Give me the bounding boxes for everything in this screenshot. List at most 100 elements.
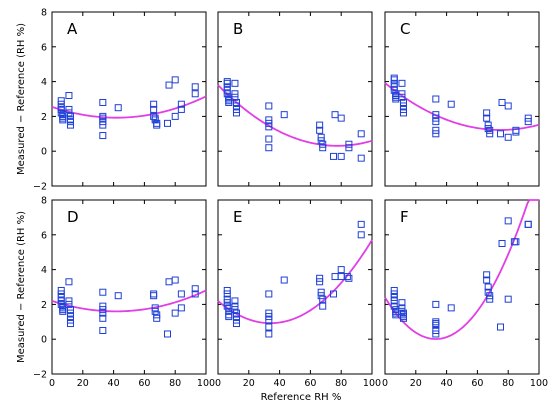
y-tick-label: 0 (41, 147, 47, 158)
y-axis-title: Measured − Reference (RH %) (16, 23, 27, 175)
panel-label-B: B (233, 20, 243, 38)
data-point (223, 302, 231, 310)
data-point (171, 76, 179, 84)
x-tick-label: 60 (471, 378, 483, 389)
x-tick-label: 60 (138, 378, 150, 389)
data-point (319, 295, 327, 303)
x-tick-label: 40 (441, 378, 453, 389)
x-tick-label: 20 (243, 378, 255, 389)
data-point (504, 217, 512, 225)
data-point (171, 112, 179, 120)
y-tick-label: 6 (41, 230, 47, 241)
data-point (357, 154, 365, 162)
x-tick-label: 100 (197, 378, 215, 389)
data-point (177, 100, 185, 108)
y-tick-label: 2 (41, 112, 47, 123)
x-tick-label: 0 (49, 378, 55, 389)
y-tick-label: 8 (41, 8, 47, 19)
x-tick-label: 0 (215, 378, 221, 389)
x-tick-label: 20 (410, 378, 422, 389)
panel-frame-E (217, 199, 373, 375)
data-point (150, 292, 158, 300)
data-point (337, 152, 345, 160)
data-point (504, 295, 512, 303)
data-point (524, 118, 532, 126)
panel-frame-C (384, 11, 540, 187)
panel-label-D: D (67, 208, 79, 226)
data-point (512, 128, 520, 136)
x-tick-label: 20 (77, 378, 89, 389)
data-point (330, 152, 337, 160)
data-point (231, 93, 239, 101)
data-point (191, 90, 199, 98)
data-point (225, 313, 233, 321)
x-axis-title: Reference RH % (261, 392, 342, 403)
x-tick-label: 0 (382, 378, 388, 389)
y-tick-label: −2 (33, 370, 47, 381)
data-point (232, 109, 240, 117)
data-point (177, 304, 185, 312)
x-tick-label: 40 (108, 378, 120, 389)
data-point (512, 238, 520, 246)
data-point (164, 119, 171, 127)
data-point (114, 292, 122, 300)
panel-label-F: F (400, 208, 409, 226)
data-point (191, 285, 199, 293)
data-point (447, 100, 455, 108)
y-tick-label: −2 (33, 182, 47, 193)
data-point (231, 79, 239, 87)
panel-frame-F (384, 199, 540, 375)
x-tick-label: 100 (530, 378, 548, 389)
data-point (432, 118, 440, 126)
data-point (432, 330, 440, 338)
data-point (65, 278, 73, 286)
panel-label-C: C (400, 20, 410, 38)
y-tick-label: 4 (41, 265, 47, 276)
data-point (486, 130, 494, 138)
data-point (398, 299, 406, 307)
data-point (319, 302, 327, 310)
data-point (524, 220, 532, 228)
data-point (357, 220, 365, 228)
data-point (390, 297, 398, 305)
x-tick-label: 80 (335, 378, 347, 389)
data-point (99, 309, 107, 317)
data-point (265, 323, 273, 331)
data-point (191, 290, 199, 298)
data-point (357, 231, 365, 239)
data-point (99, 314, 107, 322)
data-point (398, 79, 406, 87)
x-tick-label: 80 (502, 378, 514, 389)
data-point (504, 133, 512, 141)
data-point (59, 307, 67, 315)
data-point (153, 314, 161, 322)
data-point (504, 102, 512, 110)
y-tick-label: 4 (41, 77, 47, 88)
data-point (497, 323, 504, 331)
data-point (343, 273, 351, 281)
data-point (319, 144, 327, 152)
data-point (316, 126, 324, 134)
data-point (330, 290, 337, 298)
x-tick-label: 40 (274, 378, 286, 389)
data-point (432, 300, 440, 308)
y-tick-label: 0 (41, 335, 47, 346)
data-point (164, 330, 171, 338)
data-point (232, 320, 240, 328)
data-point (99, 132, 107, 140)
data-point (150, 100, 158, 108)
y-tick-label: 2 (41, 300, 47, 311)
y-axis-title: Measured − Reference (RH %) (16, 211, 27, 363)
data-point (484, 125, 492, 133)
panel-frame-D (51, 199, 207, 375)
data-point (177, 105, 185, 113)
data-point (265, 123, 273, 131)
x-tick-label: 60 (304, 378, 316, 389)
data-point (345, 144, 353, 152)
data-point (265, 316, 273, 324)
data-point (99, 288, 107, 296)
data-point (399, 314, 407, 322)
data-point (316, 278, 324, 286)
data-point (223, 290, 231, 298)
